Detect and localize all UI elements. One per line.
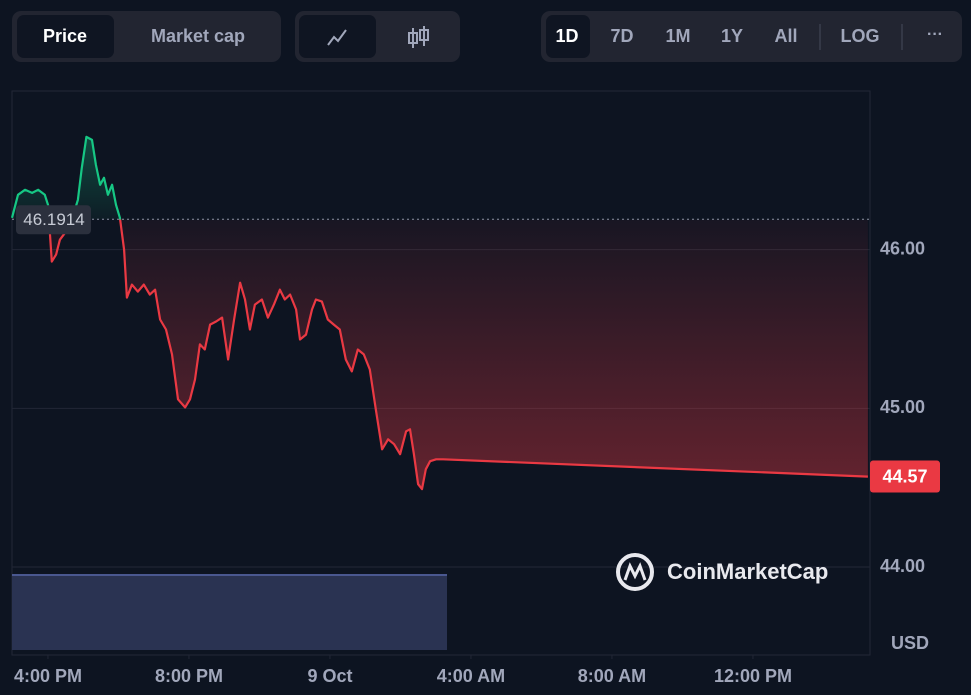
volume-area [12,575,447,650]
reference-label-box [16,205,91,235]
range-button[interactable]: All [774,26,797,46]
line-icon [327,29,347,46]
area-fill [12,136,868,490]
range-group [541,11,962,62]
candle-icon[interactable] [408,26,429,48]
watermark: CoinMarketCap [616,553,828,591]
x-tick-label: 9 Oct [307,666,352,686]
tab-price[interactable]: Price [43,26,87,46]
x-tick-label: 4:00 AM [437,666,505,686]
range-button[interactable]: 1M [665,26,690,46]
line-chart-button[interactable] [299,15,376,58]
volume [12,574,447,650]
range-button[interactable]: 7D [610,26,633,46]
more-button[interactable]: ··· [927,26,943,43]
x-tick-label: 8:00 PM [155,666,223,686]
tab-market-cap[interactable]: Market cap [151,26,245,46]
y-tick-label: 44.00 [880,556,925,576]
x-tick-label: 8:00 AM [578,666,646,686]
last-price-box [870,460,940,493]
price-line [10,135,868,491]
last-price-label: 44.57 [882,466,927,486]
active-tab[interactable] [17,15,114,58]
range-button[interactable]: 1Y [721,26,743,46]
active-range[interactable] [546,15,590,58]
y-tick-label: 45.00 [880,397,925,417]
x-tick-label: 12:00 PM [714,666,792,686]
y-tick-label: 46.00 [880,238,925,258]
reference-label: 46.1914 [23,210,84,229]
x-tick-label: 4:00 PM [14,666,82,686]
log-button[interactable]: LOG [841,26,880,46]
plot-frame [11,90,871,656]
watermark-text: CoinMarketCap [667,559,828,584]
range-button[interactable]: 1D [555,26,578,46]
currency-label: USD [891,633,929,653]
